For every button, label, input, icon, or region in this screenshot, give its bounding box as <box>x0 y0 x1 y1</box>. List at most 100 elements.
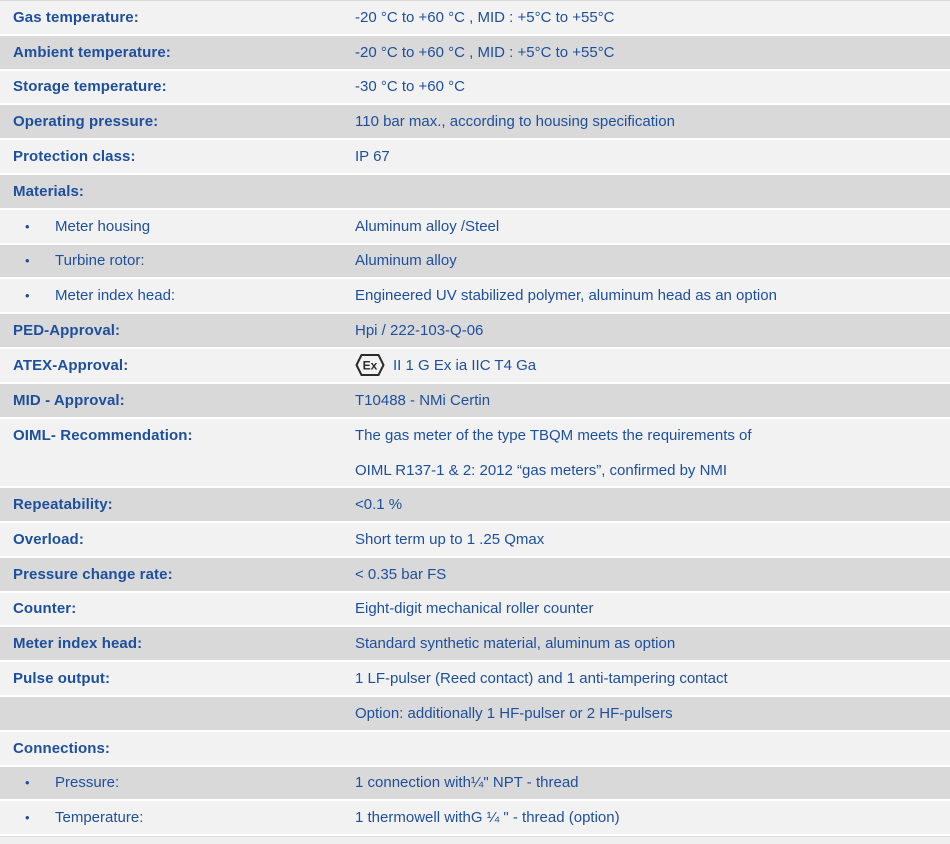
spec-label: PED-Approval: <box>0 322 355 339</box>
spec-label: • Turbine rotor: <box>0 252 355 269</box>
spec-row: Repeatability: <0.1 % <box>0 488 950 523</box>
spec-label: Operating pressure: <box>0 113 355 130</box>
spec-label-text: Repeatability: <box>13 496 113 514</box>
spec-row: Ambient temperature: -20 °C to +60 °C , M… <box>0 35 950 71</box>
spec-row: Overload: Short term up to 1 .25 Qmax <box>0 522 950 558</box>
spec-row: Materials: <box>0 174 950 210</box>
spec-label-text: MID - Approval: <box>13 391 125 409</box>
spec-value-text: Engineered UV stabilized polymer, alumin… <box>355 287 777 305</box>
spec-row: • Temperature: 1 thermowell withG ¼ " - th… <box>0 801 950 837</box>
spec-label-text: Overload: <box>13 530 84 548</box>
bottom-strip <box>0 836 950 844</box>
spec-label: Gas temperature: <box>0 9 355 26</box>
bullet-icon: • <box>25 288 30 304</box>
spec-value-text: 1 LF-pulser (Reed contact) and 1 anti-ta… <box>355 670 728 688</box>
spec-row: OIML- Recommendation: The gas meter of th… <box>0 418 950 489</box>
spec-label-text: Pulse output: <box>13 670 111 688</box>
spec-label-text: Meter index head: <box>13 635 143 653</box>
spec-row: • Turbine rotor: Aluminum alloy <box>0 244 950 280</box>
spec-value-text: -20 °C to +60 °C , MID : +5°C to +55°C <box>355 43 615 61</box>
spec-value: -30 °C to +60 °C <box>355 78 950 95</box>
spec-label: • Temperature: <box>0 809 355 826</box>
bullet-icon: • <box>25 253 30 269</box>
spec-label: Connections: <box>0 740 355 757</box>
spec-label-text: ATEX-Approval: <box>13 356 129 374</box>
spec-label-text: Operating pressure: <box>13 113 159 131</box>
spec-label: • Meter index head: <box>0 287 355 304</box>
spec-value: Option: additionally 1 HF-pulser or 2 HF… <box>355 705 950 722</box>
spec-row: • Meter housing Aluminum alloy /Steel <box>0 209 950 245</box>
spec-row: Connections: <box>0 731 950 767</box>
spec-value: 1 LF-pulser (Reed contact) and 1 anti-ta… <box>355 670 950 687</box>
spec-label: OIML- Recommendation: <box>0 419 355 454</box>
spec-label: Storage temperature: <box>0 78 355 95</box>
spec-value: IP 67 <box>355 148 950 165</box>
spec-label-text: PED-Approval: <box>13 322 121 340</box>
spec-value: The gas meter of the type TBQM meets the… <box>355 419 950 489</box>
spec-value-text: -20 °C to +60 °C , MID : +5°C to +55°C <box>355 8 615 26</box>
spec-value-text: Standard synthetic material, aluminum as… <box>355 635 676 653</box>
spec-value: Aluminum alloy /Steel <box>355 218 950 235</box>
spec-row: ATEX-Approval: Ex II 1 G Ex ia IIC T4 Ga <box>0 348 950 384</box>
spec-label: Repeatability: <box>0 496 355 513</box>
spec-value: Aluminum alloy <box>355 252 950 269</box>
spec-value-text: IP 67 <box>355 148 390 166</box>
spec-value: Ex II 1 G Ex ia IIC T4 Ga <box>355 353 950 377</box>
spec-label: ATEX-Approval: <box>0 357 355 374</box>
spec-label-text: Meter index head: <box>55 287 176 305</box>
spec-row: • Pressure: 1 connection with¼" NPT - thre… <box>0 766 950 802</box>
spec-value: 1 thermowell withG ¼ " - thread (option) <box>355 809 950 826</box>
spec-value: Engineered UV stabilized polymer, alumin… <box>355 287 950 304</box>
spec-label: Pressure change rate: <box>0 566 355 583</box>
spec-value-line: The gas meter of the type TBQM meets the… <box>355 427 752 445</box>
spec-label-text: Pressure change rate: <box>13 565 173 583</box>
spec-row: Pressure change rate: < 0.35 bar FS <box>0 557 950 593</box>
spec-label-text: Meter housing <box>55 217 151 235</box>
spec-label-text: Materials: <box>13 182 85 200</box>
spec-row: Storage temperature: -30 °C to +60 °C <box>0 70 950 106</box>
spec-value: Hpi / 222-103-Q-06 <box>355 322 950 339</box>
spec-label: Materials: <box>0 183 355 200</box>
spec-label-text: Protection class: <box>13 148 136 166</box>
spec-value: Short term up to 1 .25 Qmax <box>355 531 950 548</box>
svg-text:Ex: Ex <box>363 359 378 373</box>
spec-value-text: 110 bar max., according to housing speci… <box>355 113 675 131</box>
spec-row: PED-Approval: Hpi / 222-103-Q-06 <box>0 314 950 349</box>
spec-value-text: -30 °C to +60 °C <box>355 78 465 96</box>
spec-value-text: Short term up to 1 .25 Qmax <box>355 530 545 548</box>
spec-value: T10488 - NMi Certin <box>355 392 950 409</box>
spec-row: MID - Approval: T10488 - NMi Certin <box>0 383 950 419</box>
spec-value: 1 connection with¼" NPT - thread <box>355 774 950 791</box>
spec-value-text: <0.1 % <box>355 496 403 514</box>
spec-label-text: Storage temperature: <box>13 78 167 96</box>
spec-value-text: II 1 G Ex ia IIC T4 Ga <box>393 356 537 374</box>
spec-label-text: Connections: <box>13 739 111 757</box>
spec-value-text: Hpi / 222-103-Q-06 <box>355 322 484 340</box>
spec-value-line: OIML R137-1 & 2: 2012 “gas meters”, conf… <box>355 462 728 480</box>
spec-value-text: Aluminum alloy <box>355 252 457 270</box>
spec-label-text: Temperature: <box>55 809 144 827</box>
spec-value-text: 1 connection with¼" NPT - thread <box>355 774 579 792</box>
ex-atex-icon: Ex <box>355 353 385 377</box>
bullet-icon: • <box>25 218 30 234</box>
spec-label-text: OIML- Recommendation: <box>13 427 193 445</box>
spec-label: Overload: <box>0 531 355 548</box>
spec-label-text: Counter: <box>13 600 77 618</box>
spec-label-text: Gas temperature: <box>13 8 139 26</box>
spec-value: <0.1 % <box>355 496 950 513</box>
spec-value: Standard synthetic material, aluminum as… <box>355 635 950 652</box>
spec-value-text: Aluminum alloy /Steel <box>355 217 500 235</box>
spec-row: Protection class: IP 67 <box>0 140 950 175</box>
spec-label: MID - Approval: <box>0 392 355 409</box>
spec-value: Eight-digit mechanical roller counter <box>355 600 950 617</box>
spec-row: Counter: Eight-digit mechanical roller co… <box>0 592 950 628</box>
spec-label: Pulse output: <box>0 670 355 687</box>
spec-label: Ambient temperature: <box>0 44 355 61</box>
spec-value-text: < 0.35 bar FS <box>355 565 447 583</box>
spec-row: Meter index head: Standard synthetic mate… <box>0 627 950 663</box>
spec-label: Meter index head: <box>0 635 355 652</box>
spec-label-text: Turbine rotor: <box>55 252 145 270</box>
spec-row: • Meter index head: Engineered UV stabiliz… <box>0 279 950 315</box>
spec-value: 110 bar max., according to housing speci… <box>355 113 950 130</box>
